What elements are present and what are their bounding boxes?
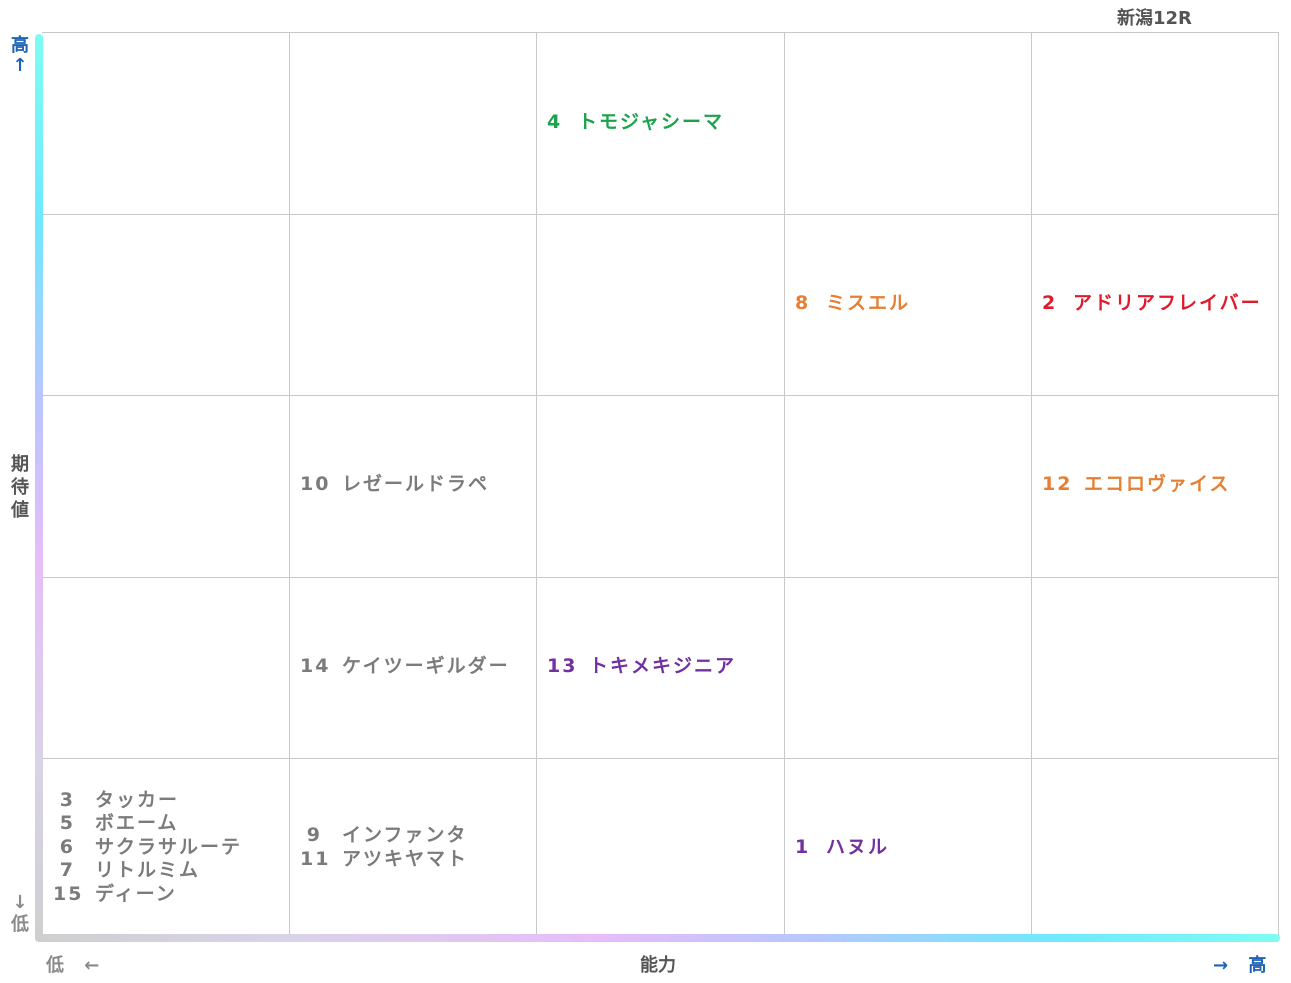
horse-name: ディーン [95, 882, 177, 905]
horse-label: 14 ケイツーギルダー [300, 655, 510, 679]
grid-vline [536, 33, 537, 939]
horse-name: アツキヤマト [342, 847, 469, 870]
grid-hline [42, 758, 1279, 759]
horse-number: 15 [53, 882, 84, 905]
horse-number: 11 [300, 847, 331, 870]
horse-name: アドリアフレイバー [1073, 291, 1262, 314]
horse-label: 12 エコロヴァイス [1042, 473, 1230, 497]
horse-number: 9 [306, 824, 322, 846]
y-axis-title: 期待値 [11, 454, 29, 521]
horse-label: 6 サクラサルーテ [53, 836, 242, 860]
horse-label: 13 トキメキジニア [547, 655, 736, 679]
horse-label: 3 タッカー [53, 789, 179, 813]
horse-name: インファンタ [342, 824, 468, 846]
x-axis-low-label: 低 ← [46, 955, 100, 976]
grid-vline [289, 33, 290, 939]
horse-number: 6 [59, 835, 75, 858]
plot-grid [42, 32, 1279, 939]
horse-number: 13 [547, 654, 578, 677]
horse-name: トモジャシーマ [578, 110, 725, 133]
horse-name: トキメキジニア [589, 654, 737, 677]
horse-number: 8 [795, 291, 811, 314]
horse-name: ケイツーギルダー [342, 654, 510, 677]
horse-number: 3 [59, 788, 75, 811]
grid-hline [42, 395, 1279, 396]
horse-label: 7 リトルミム [53, 859, 200, 883]
horse-label: 4 トモジャシーマ [547, 111, 724, 135]
horse-name: ボエーム [95, 812, 179, 835]
horse-label: 5 ボエーム [53, 812, 178, 836]
x-axis-title: 能力 [640, 955, 676, 976]
horse-name: ハヌル [826, 835, 890, 858]
y-axis-high-label: 高↑ [11, 35, 29, 76]
race-title: 新潟12R [1117, 8, 1192, 29]
horse-name: エコロヴァイス [1084, 473, 1231, 496]
grid-hline [42, 214, 1279, 215]
horse-label: 1 ハヌル [795, 836, 889, 860]
horse-name: リトルミム [95, 859, 201, 882]
horse-number: 10 [300, 473, 331, 496]
y-axis-bar [35, 34, 43, 942]
horse-number: 5 [59, 812, 75, 835]
horse-number: 2 [1042, 291, 1058, 314]
horse-label: 2 アドリアフレイバー [1042, 292, 1262, 316]
grid-vline [784, 33, 785, 939]
x-axis-high-label: → 高 [1213, 955, 1267, 976]
y-axis-low-label: ↓低 [11, 892, 29, 935]
horse-number: 1 [795, 835, 811, 858]
horse-name: タッカー [95, 788, 180, 811]
horse-label: 15 ディーン [53, 883, 177, 907]
horse-number: 12 [1042, 473, 1073, 496]
grid-hline [42, 577, 1279, 578]
horse-label: 10 レゼールドラペ [300, 473, 489, 497]
x-axis-bar [35, 934, 1280, 942]
horse-number: 4 [547, 110, 563, 133]
grid-vline [1031, 33, 1032, 939]
horse-label: 9 インファンタ [300, 824, 467, 848]
horse-name: サクラサルーテ [95, 835, 243, 858]
horse-label: 11 アツキヤマト [300, 848, 468, 872]
horse-number: 7 [59, 859, 75, 882]
horse-label: 8 ミスエル [795, 292, 910, 316]
horse-name: レゼールドラペ [342, 473, 490, 496]
horse-name: ミスエル [826, 291, 911, 314]
horse-number: 14 [300, 654, 331, 677]
